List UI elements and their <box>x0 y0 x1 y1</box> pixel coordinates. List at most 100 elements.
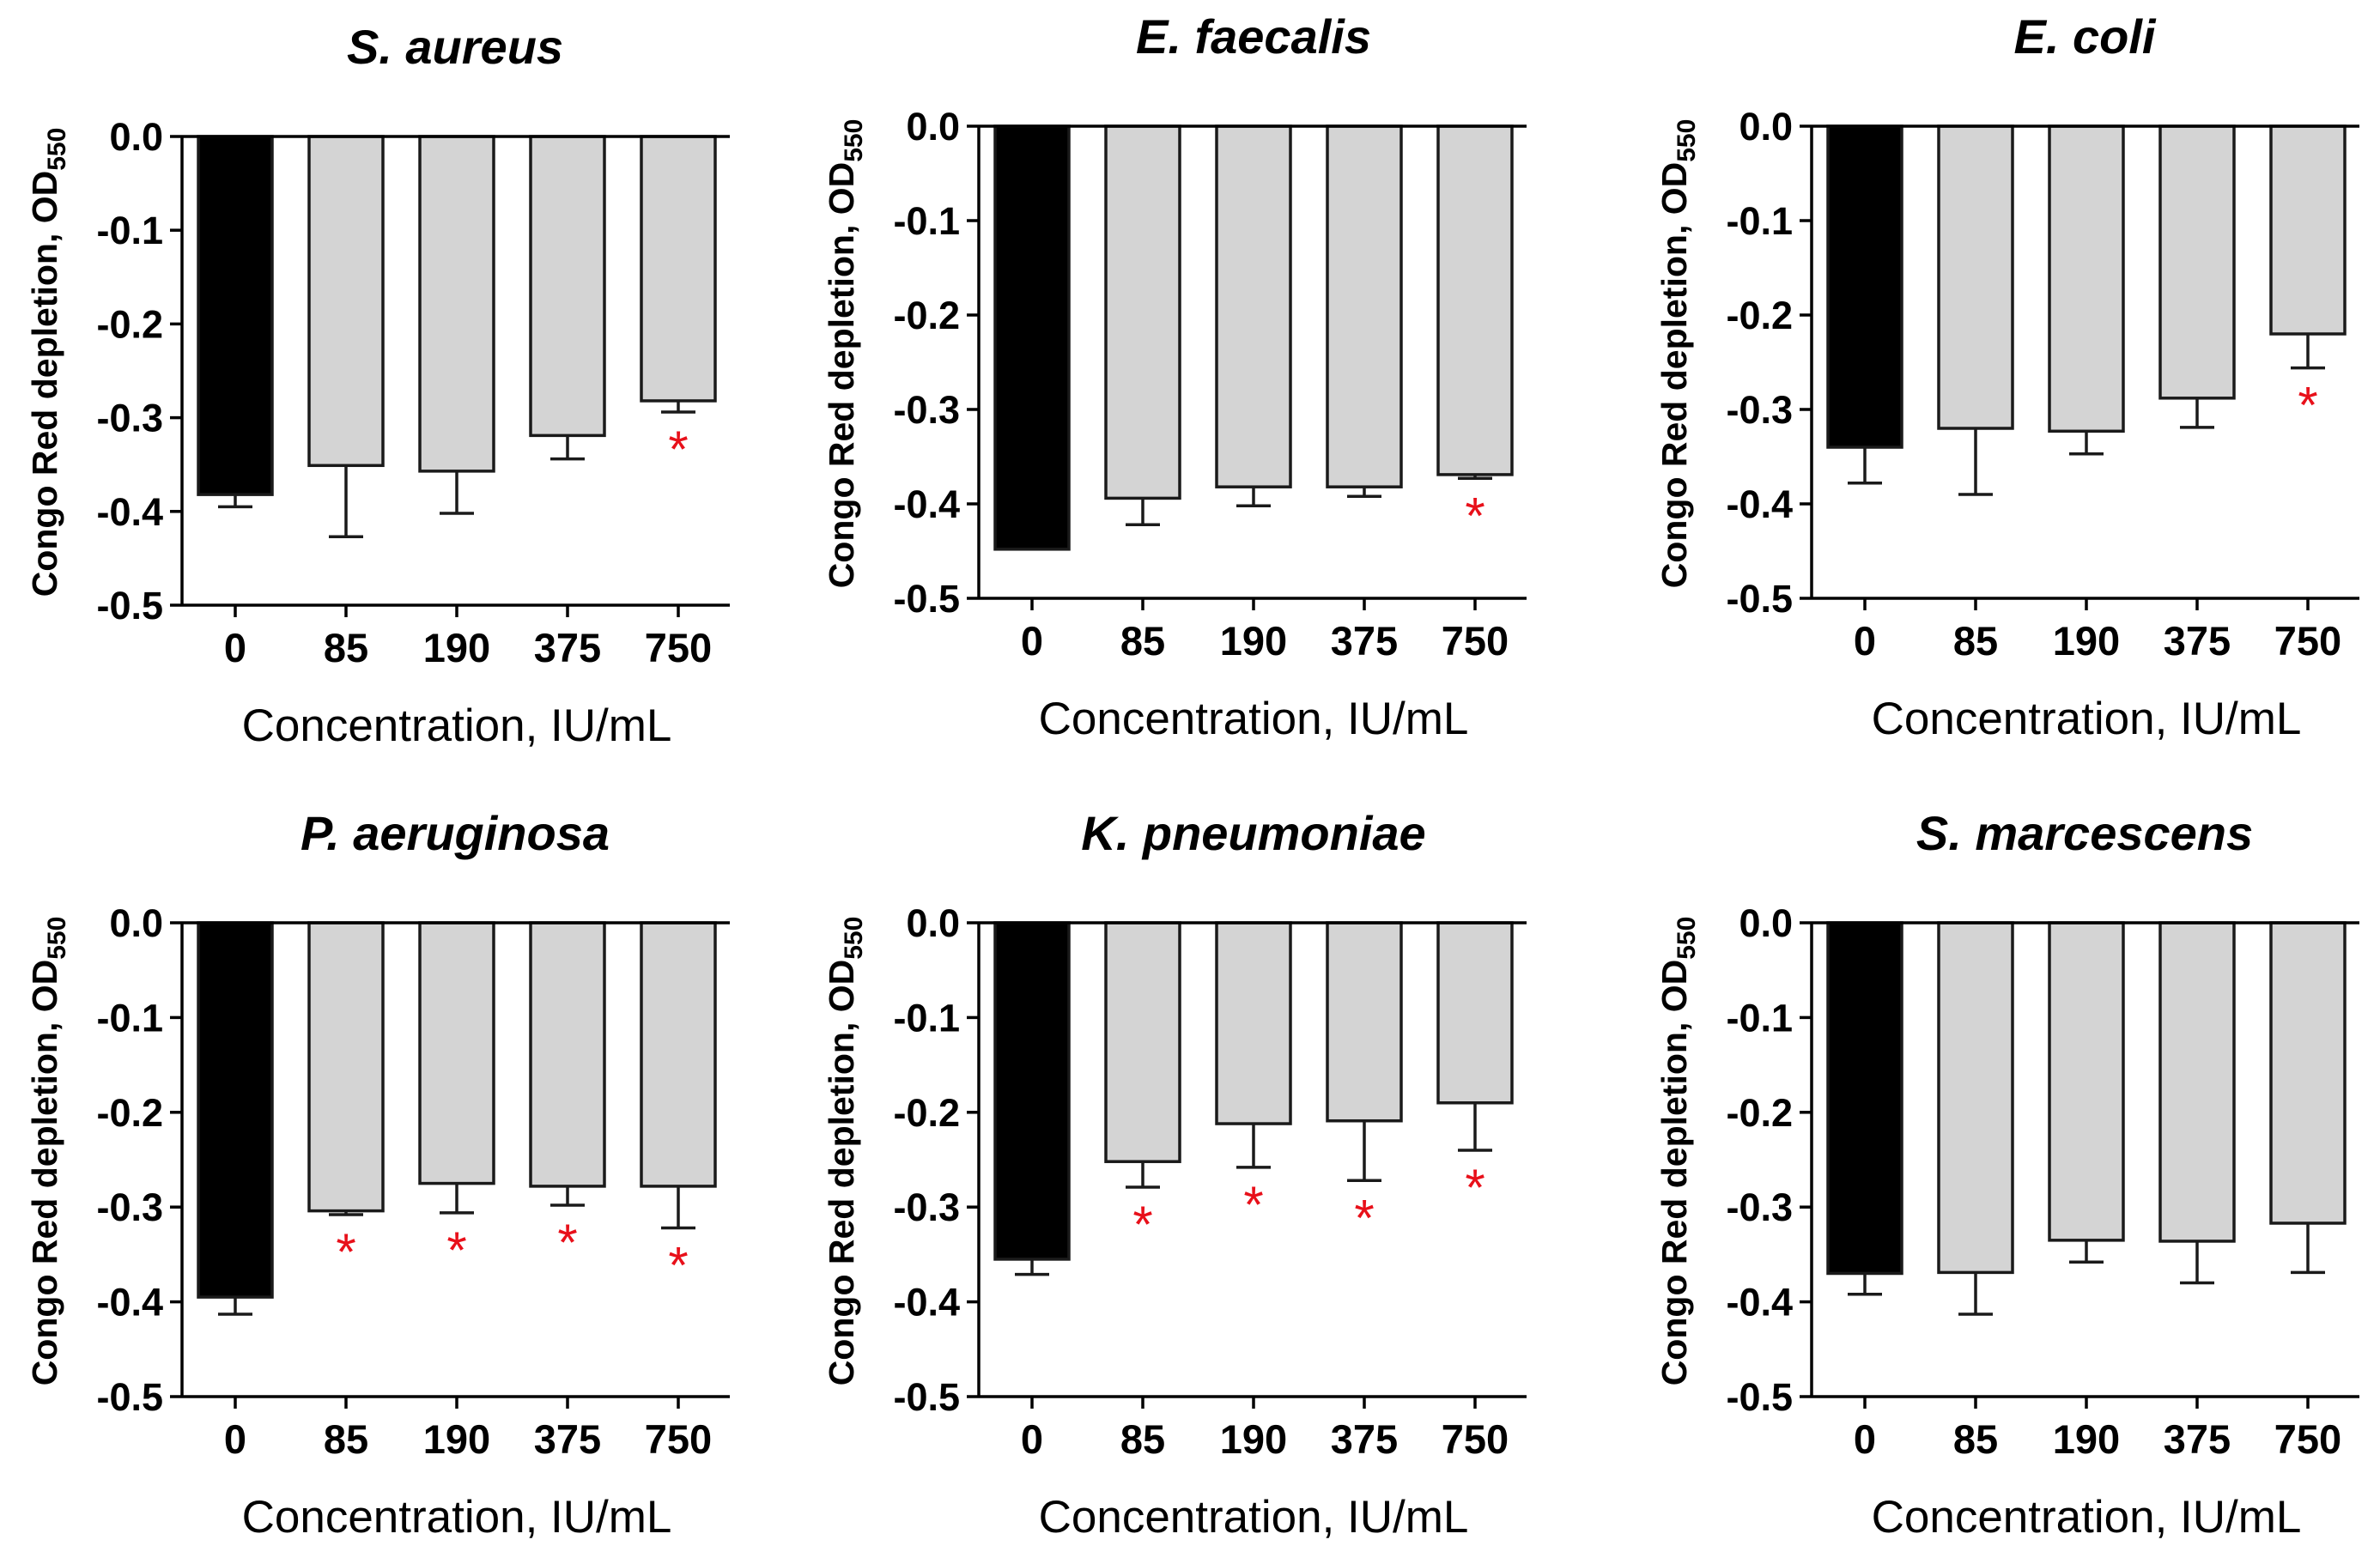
x-tick-label-190: 190 <box>423 1416 490 1462</box>
y-tick-label: 0.0 <box>1739 105 1793 149</box>
y-tick-label: -0.4 <box>96 490 163 534</box>
x-tick-label-0: 0 <box>1021 618 1043 664</box>
y-tick-label: 0.0 <box>906 901 960 945</box>
y-tick-label: -0.2 <box>893 294 960 337</box>
y-tick-label: -0.2 <box>96 302 163 346</box>
bar-0 <box>1826 124 1903 449</box>
x-axis-label: Concentration, IU/mL <box>1872 1492 2302 1543</box>
y-tick-label: -0.1 <box>1726 199 1793 243</box>
x-tick-label-0: 0 <box>224 1416 246 1462</box>
x-tick-label-190: 190 <box>1220 1416 1287 1462</box>
y-tick-label: -0.2 <box>1726 1091 1793 1135</box>
bar-0 <box>1826 921 1903 1276</box>
y-tick-label: -0.3 <box>893 1185 960 1229</box>
x-axis-label: Concentration, IU/mL <box>242 700 672 751</box>
bar-0 <box>993 124 1071 551</box>
x-tick-label-85: 85 <box>1120 618 1165 664</box>
panel-4: P. aeruginosa Congo Red depletion, OD550 0… <box>25 806 730 1543</box>
y-tick-label: -0.3 <box>1726 1185 1793 1229</box>
bar-85 <box>1937 124 2014 430</box>
x-tick-label-85: 85 <box>324 1416 368 1462</box>
panel-title: K. pneumoniae <box>1081 806 1425 860</box>
bar-190 <box>418 921 495 1185</box>
bar-375 <box>529 921 606 1188</box>
bar-85 <box>1937 921 2014 1275</box>
y-tick-label: -0.5 <box>1726 577 1793 621</box>
y-axis-label-text: Congo Red depletion, OD <box>1654 960 1694 1386</box>
significance-star-375: * <box>1354 1189 1374 1246</box>
x-tick-label-375: 375 <box>1331 1416 1398 1462</box>
x-tick-label-190: 190 <box>2053 618 2120 664</box>
y-tick-label: -0.1 <box>96 209 163 252</box>
y-tick-label: 0.0 <box>1739 901 1793 945</box>
y-axis-label-subscript: 550 <box>43 128 71 171</box>
x-tick-label-750: 750 <box>1442 618 1509 664</box>
panel-title: P. aeruginosa <box>301 806 610 860</box>
x-tick-label-85: 85 <box>1953 618 1998 664</box>
bar-190 <box>1215 124 1292 488</box>
x-tick-label-0: 0 <box>1021 1416 1043 1462</box>
y-axis-label: Congo Red depletion, OD550 <box>1654 917 1701 1386</box>
y-axis-label-text: Congo Red depletion, OD <box>822 960 861 1386</box>
significance-star-750: * <box>2298 377 2317 434</box>
y-tick-label: -0.1 <box>96 996 163 1040</box>
y-tick-label: -0.5 <box>96 1375 163 1419</box>
y-axis-label-text: Congo Red depletion, OD <box>1654 162 1694 589</box>
significance-star-190: * <box>1243 1176 1263 1234</box>
x-tick-label-85: 85 <box>324 625 368 670</box>
bar-375 <box>1326 921 1403 1123</box>
x-axis-label: Concentration, IU/mL <box>242 1492 672 1543</box>
x-tick-label-190: 190 <box>1220 618 1287 664</box>
bar-0 <box>993 921 1071 1261</box>
y-tick-label: -0.5 <box>1726 1375 1793 1419</box>
bar-375 <box>2158 921 2236 1243</box>
y-axis-label-text: Congo Red depletion, OD <box>822 162 861 589</box>
y-axis-label-subscript: 550 <box>840 119 868 162</box>
y-axis-label-subscript: 550 <box>1673 119 1701 162</box>
bar-750 <box>2269 124 2347 336</box>
y-tick-label: -0.5 <box>893 577 960 621</box>
significance-star-375: * <box>557 1214 577 1271</box>
y-axis-label: Congo Red depletion, OD550 <box>25 917 71 1386</box>
significance-star-750: * <box>668 421 688 478</box>
y-tick-label: -0.2 <box>893 1091 960 1135</box>
y-axis-label-text: Congo Red depletion, OD <box>25 171 64 597</box>
y-axis-label: Congo Red depletion, OD550 <box>25 128 71 597</box>
x-tick-label-0: 0 <box>224 625 246 670</box>
y-tick-label: -0.3 <box>1726 388 1793 432</box>
x-tick-label-190: 190 <box>2053 1416 2120 1462</box>
bar-0 <box>197 921 274 1299</box>
y-axis-label-subscript: 550 <box>43 917 71 960</box>
x-tick-label-750: 750 <box>1442 1416 1509 1462</box>
x-tick-label-750: 750 <box>2274 618 2341 664</box>
x-tick-label-750: 750 <box>645 1416 712 1462</box>
y-axis-label: Congo Red depletion, OD550 <box>822 917 868 1386</box>
y-tick-label: 0.0 <box>109 115 163 159</box>
bar-190 <box>418 135 495 473</box>
bar-750 <box>1436 921 1514 1105</box>
x-axis-label: Concentration, IU/mL <box>1039 694 1469 744</box>
panel-title: S. aureus <box>347 20 563 74</box>
y-axis-label-subscript: 550 <box>1673 917 1701 960</box>
y-tick-label: -0.4 <box>96 1281 163 1325</box>
bar-750 <box>1436 124 1514 476</box>
x-tick-label-85: 85 <box>1120 1416 1165 1462</box>
bar-85 <box>1104 124 1181 500</box>
x-axis-label: Concentration, IU/mL <box>1039 1492 1469 1543</box>
panel-6: S. marcescens Congo Red depletion, OD550 0… <box>1654 806 2359 1543</box>
panel-5: K. pneumoniae Congo Red depletion, OD550 0… <box>822 806 1527 1543</box>
significance-star-750: * <box>668 1236 688 1294</box>
bar-375 <box>529 135 606 438</box>
y-tick-label: -0.4 <box>893 1281 960 1325</box>
y-axis-label: Congo Red depletion, OD550 <box>1654 119 1701 589</box>
y-tick-label: -0.3 <box>96 1185 163 1229</box>
y-tick-label: -0.1 <box>893 199 960 243</box>
significance-star-750: * <box>1465 1159 1484 1216</box>
x-tick-label-190: 190 <box>423 625 490 670</box>
bar-190 <box>1215 921 1292 1125</box>
x-tick-label-85: 85 <box>1953 1416 1998 1462</box>
panel-title: E. faecalis <box>1136 9 1371 64</box>
bar-375 <box>1326 124 1403 488</box>
y-tick-label: -0.4 <box>1726 482 1793 526</box>
